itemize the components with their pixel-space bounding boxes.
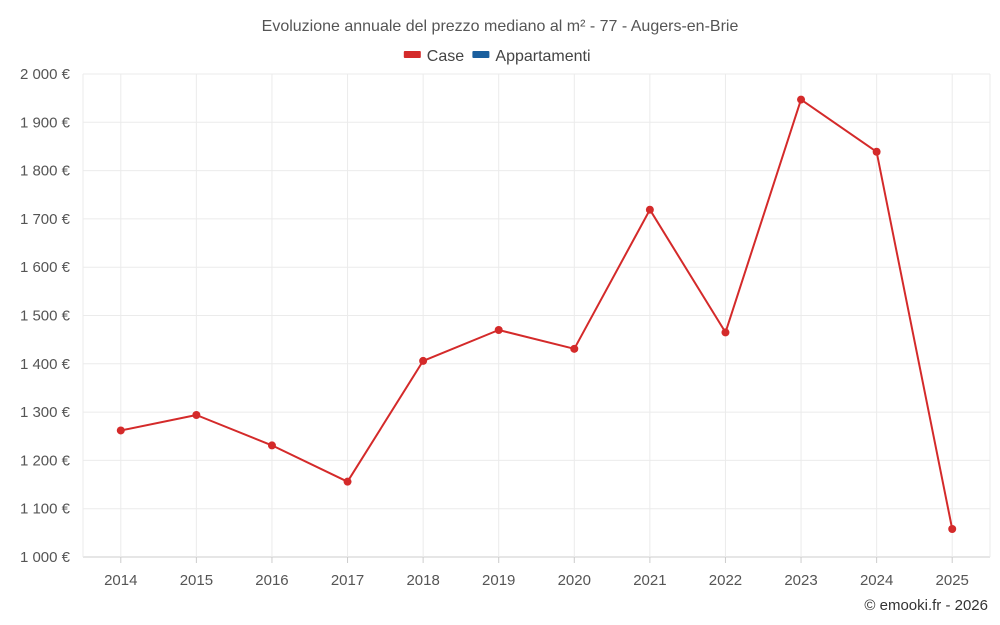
y-tick-label: 1 300 € bbox=[20, 404, 71, 421]
x-tick-label: 2025 bbox=[936, 572, 969, 589]
data-point bbox=[721, 328, 730, 337]
data-point bbox=[645, 205, 654, 214]
x-axis: 2014 2015 2016 2017 2018 2019 2020 2021 2022 2023… bbox=[104, 557, 969, 589]
y-tick-label: 1 800 € bbox=[20, 163, 71, 180]
data-point bbox=[872, 147, 881, 156]
data-point bbox=[797, 95, 806, 104]
legend: Case Appartamenti bbox=[403, 48, 591, 65]
credit-text: © emooki.fr - 2026 bbox=[864, 597, 988, 614]
data-point bbox=[343, 477, 352, 486]
data-point bbox=[116, 426, 125, 435]
x-tick-label: 2017 bbox=[331, 572, 364, 589]
x-tick-label: 2022 bbox=[709, 572, 742, 589]
legend-swatch-case bbox=[403, 51, 421, 58]
x-tick-label: 2021 bbox=[633, 572, 666, 589]
y-tick-label: 1 500 € bbox=[20, 308, 71, 325]
data-point bbox=[419, 356, 428, 365]
data-point bbox=[192, 410, 201, 419]
x-tick-label: 2024 bbox=[860, 572, 893, 589]
y-tick-label: 1 700 € bbox=[20, 211, 71, 228]
data-point bbox=[494, 325, 503, 334]
y-tick-label: 1 400 € bbox=[20, 356, 71, 373]
y-tick-label: 1 200 € bbox=[20, 452, 71, 469]
y-tick-label: 1 600 € bbox=[20, 259, 71, 276]
legend-label-case: Case bbox=[427, 48, 464, 65]
data-point bbox=[570, 344, 579, 353]
x-tick-label: 2014 bbox=[104, 572, 137, 589]
data-point bbox=[948, 524, 957, 533]
y-axis: 1 000 € 1 100 € 1 200 € 1 300 € 1 400 € 1 500… bbox=[20, 66, 71, 566]
chart-title: Evoluzione annuale del prezzo mediano al… bbox=[262, 18, 739, 35]
legend-label-appartamenti: Appartamenti bbox=[495, 48, 590, 65]
grid bbox=[82, 73, 991, 558]
y-tick-label: 1 000 € bbox=[20, 549, 71, 566]
x-tick-label: 2019 bbox=[482, 572, 515, 589]
legend-swatch-appartamenti bbox=[472, 51, 490, 58]
x-tick-label: 2015 bbox=[180, 572, 213, 589]
y-tick-label: 1 900 € bbox=[20, 114, 71, 131]
x-tick-label: 2020 bbox=[558, 572, 591, 589]
x-tick-label: 2018 bbox=[406, 572, 439, 589]
series-layer bbox=[116, 95, 957, 533]
data-point bbox=[267, 441, 276, 450]
y-tick-label: 1 100 € bbox=[20, 501, 71, 518]
x-tick-label: 2023 bbox=[784, 572, 817, 589]
y-tick-label: 2 000 € bbox=[20, 66, 71, 83]
x-tick-label: 2016 bbox=[255, 572, 288, 589]
series-line-case bbox=[120, 98, 954, 530]
